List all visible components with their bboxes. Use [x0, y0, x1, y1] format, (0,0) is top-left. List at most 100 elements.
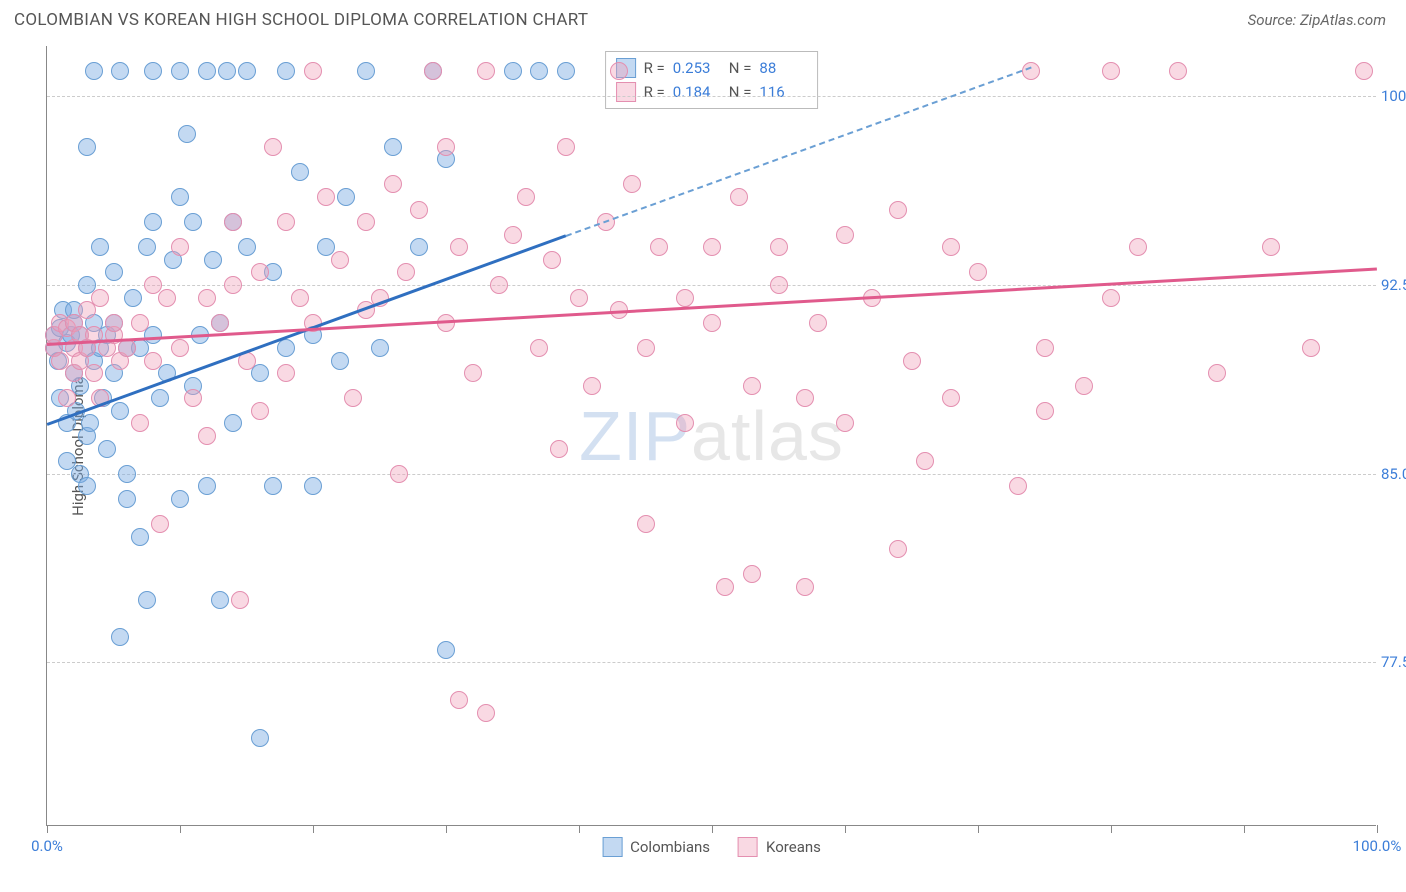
- x-tick: [845, 825, 846, 833]
- data-point-colombians: [304, 477, 322, 495]
- data-point-colombians: [264, 477, 282, 495]
- data-point-koreans: [277, 364, 295, 382]
- data-point-colombians: [331, 352, 349, 370]
- data-point-koreans: [317, 188, 335, 206]
- data-point-colombians: [124, 289, 142, 307]
- x-tick: [978, 825, 979, 833]
- data-point-colombians: [530, 62, 548, 80]
- x-tick: [446, 825, 447, 833]
- data-point-koreans: [151, 515, 169, 533]
- data-point-colombians: [98, 440, 116, 458]
- data-point-colombians: [224, 414, 242, 432]
- data-point-koreans: [397, 263, 415, 281]
- data-point-koreans: [171, 339, 189, 357]
- n-label: N =: [729, 59, 752, 77]
- data-point-colombians: [178, 125, 196, 143]
- legend-label: Koreans: [766, 838, 821, 856]
- data-point-koreans: [264, 138, 282, 156]
- data-point-koreans: [450, 238, 468, 256]
- data-point-colombians: [357, 62, 375, 80]
- data-point-koreans: [357, 213, 375, 231]
- data-point-koreans: [304, 62, 322, 80]
- data-point-colombians: [105, 263, 123, 281]
- stats-legend-row: R =0.184N =116: [616, 80, 808, 104]
- data-point-koreans: [477, 704, 495, 722]
- data-point-koreans: [131, 314, 149, 332]
- data-point-colombians: [171, 490, 189, 508]
- data-point-koreans: [676, 414, 694, 432]
- data-point-koreans: [676, 289, 694, 307]
- data-point-koreans: [144, 352, 162, 370]
- x-tick: [180, 825, 181, 833]
- data-point-colombians: [85, 62, 103, 80]
- data-point-koreans: [770, 238, 788, 256]
- data-point-colombians: [91, 238, 109, 256]
- data-point-koreans: [796, 389, 814, 407]
- data-point-colombians: [211, 591, 229, 609]
- data-point-koreans: [743, 565, 761, 583]
- data-point-colombians: [218, 62, 236, 80]
- data-point-koreans: [716, 578, 734, 596]
- data-point-koreans: [730, 188, 748, 206]
- data-point-koreans: [184, 389, 202, 407]
- data-point-koreans: [1208, 364, 1226, 382]
- scatter-chart: ZIPatlas R =0.253N =88R =0.184N =116 Col…: [46, 46, 1376, 826]
- y-tick-label: 100.0%: [1381, 87, 1406, 105]
- data-point-koreans: [942, 238, 960, 256]
- data-point-koreans: [550, 440, 568, 458]
- data-point-colombians: [111, 62, 129, 80]
- data-point-koreans: [504, 226, 522, 244]
- data-point-koreans: [251, 402, 269, 420]
- data-point-koreans: [1036, 339, 1054, 357]
- x-tick: [313, 825, 314, 833]
- data-point-koreans: [1355, 62, 1373, 80]
- data-point-koreans: [490, 276, 508, 294]
- data-point-koreans: [570, 289, 588, 307]
- data-point-colombians: [118, 465, 136, 483]
- data-point-koreans: [211, 314, 229, 332]
- r-value: 0.253: [673, 59, 721, 77]
- data-point-colombians: [111, 402, 129, 420]
- legend-swatch: [738, 837, 758, 857]
- data-point-colombians: [118, 490, 136, 508]
- data-point-koreans: [1302, 339, 1320, 357]
- data-point-koreans: [464, 364, 482, 382]
- legend-swatch: [602, 837, 622, 857]
- r-value: 0.184: [673, 83, 721, 101]
- data-point-koreans: [517, 188, 535, 206]
- data-point-koreans: [58, 389, 76, 407]
- data-point-koreans: [384, 175, 402, 193]
- data-point-colombians: [78, 477, 96, 495]
- series-legend: ColombiansKoreans: [602, 837, 821, 857]
- data-point-colombians: [371, 339, 389, 357]
- y-tick-label: 92.5%: [1381, 276, 1406, 294]
- data-point-colombians: [171, 62, 189, 80]
- data-point-koreans: [231, 591, 249, 609]
- data-point-koreans: [637, 339, 655, 357]
- data-point-koreans: [650, 238, 668, 256]
- data-point-koreans: [916, 452, 934, 470]
- data-point-colombians: [277, 62, 295, 80]
- legend-swatch: [616, 82, 636, 102]
- data-point-colombians: [138, 591, 156, 609]
- gridline: [47, 474, 1376, 475]
- data-point-koreans: [557, 138, 575, 156]
- data-point-colombians: [557, 62, 575, 80]
- data-point-koreans: [836, 226, 854, 244]
- x-tick: [1377, 825, 1378, 833]
- data-point-colombians: [111, 628, 129, 646]
- data-point-koreans: [703, 314, 721, 332]
- data-point-koreans: [344, 389, 362, 407]
- data-point-koreans: [903, 352, 921, 370]
- data-point-koreans: [410, 201, 428, 219]
- data-point-colombians: [144, 213, 162, 231]
- data-point-colombians: [291, 163, 309, 181]
- data-point-koreans: [770, 276, 788, 294]
- data-point-colombians: [238, 238, 256, 256]
- data-point-koreans: [809, 314, 827, 332]
- data-point-colombians: [138, 238, 156, 256]
- data-point-koreans: [1009, 477, 1027, 495]
- chart-title: COLOMBIAN VS KOREAN HIGH SCHOOL DIPLOMA …: [14, 10, 588, 30]
- data-point-koreans: [1262, 238, 1280, 256]
- r-label: R =: [644, 59, 665, 77]
